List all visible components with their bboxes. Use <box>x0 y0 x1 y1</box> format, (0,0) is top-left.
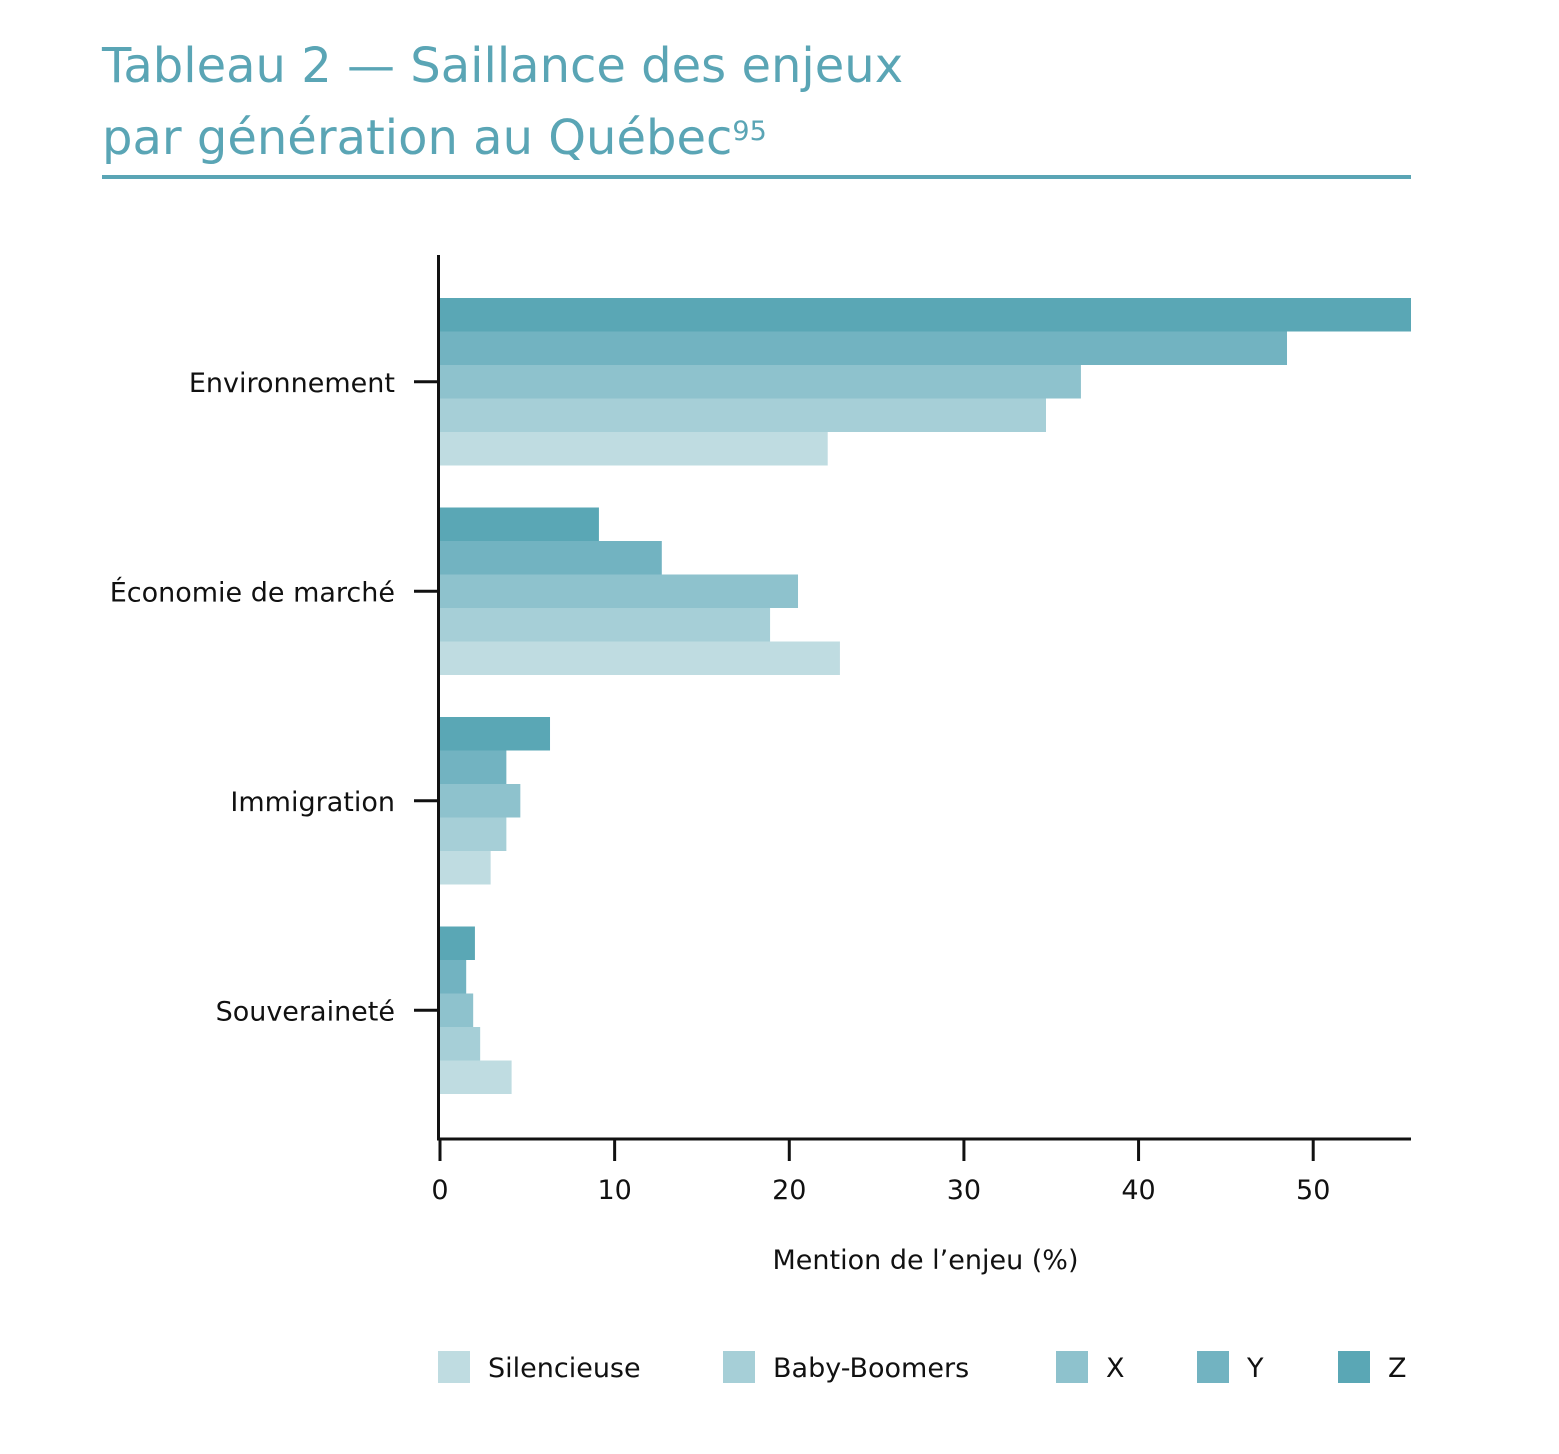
legend-swatch-y <box>1197 1351 1229 1383</box>
x-tick-label-10: 10 <box>597 1175 631 1206</box>
chart-title-line-2: par génération au Québec <box>102 110 733 166</box>
bar-economie-de-marche-baby-boomers <box>440 608 771 642</box>
legend-label-y: Y <box>1246 1353 1264 1384</box>
bar-environnement-x <box>440 365 1081 399</box>
legend-swatch-baby-boomers <box>723 1351 755 1383</box>
legend-swatch-z <box>1338 1351 1370 1383</box>
x-tick-label-0: 0 <box>431 1175 448 1206</box>
legend-swatch-x <box>1056 1351 1088 1383</box>
bar-environnement-y <box>440 331 1288 365</box>
legend-label-silencieuse: Silencieuse <box>488 1353 641 1384</box>
x-tick-label-30: 30 <box>947 1175 981 1206</box>
bar-souverainete-silencieuse <box>440 1060 512 1094</box>
category-label-souverainete: Souveraineté <box>216 996 395 1027</box>
category-label-environnement: Environnement <box>189 368 395 399</box>
bar-environnement-silencieuse <box>440 432 828 466</box>
chart-title: Tableau 2 — Saillance des enjeux par géné… <box>102 30 903 174</box>
legend-label-z: Z <box>1388 1353 1407 1384</box>
x-tick-label-40: 40 <box>1121 1175 1155 1206</box>
bar-immigration-silencieuse <box>440 851 491 885</box>
bar-economie-de-marche-y <box>440 541 662 575</box>
x-axis-title: Mention de l’enjeu (%) <box>773 1245 1079 1276</box>
bar-environnement-z <box>440 298 1411 332</box>
bar-immigration-z <box>440 717 551 751</box>
bar-immigration-x <box>440 784 521 818</box>
legend-label-x: X <box>1106 1353 1125 1384</box>
bar-economie-de-marche-silencieuse <box>440 641 840 675</box>
bar-economie-de-marche-x <box>440 574 799 608</box>
category-label-immigration: Immigration <box>230 787 395 818</box>
legend-label-baby-boomers: Baby-Boomers <box>773 1353 969 1384</box>
bar-immigration-y <box>440 750 507 784</box>
footnote-marker: 95 <box>732 116 767 147</box>
legend-swatch-silencieuse <box>438 1351 470 1383</box>
bar-economie-de-marche-z <box>440 507 599 541</box>
title-rule <box>102 175 1411 179</box>
bar-souverainete-x <box>440 993 474 1027</box>
x-tick-label-20: 20 <box>772 1175 806 1206</box>
category-label-economie-de-marche: Économie de marché <box>110 576 395 608</box>
chart-title-line-1: Tableau 2 — Saillance des enjeux <box>102 38 904 94</box>
bar-souverainete-y <box>440 960 467 994</box>
bar-environnement-baby-boomers <box>440 398 1047 432</box>
bar-souverainete-baby-boomers <box>440 1027 481 1061</box>
bar-souverainete-z <box>440 926 475 960</box>
bar-immigration-baby-boomers <box>440 817 507 851</box>
x-tick-label-50: 50 <box>1296 1175 1330 1206</box>
